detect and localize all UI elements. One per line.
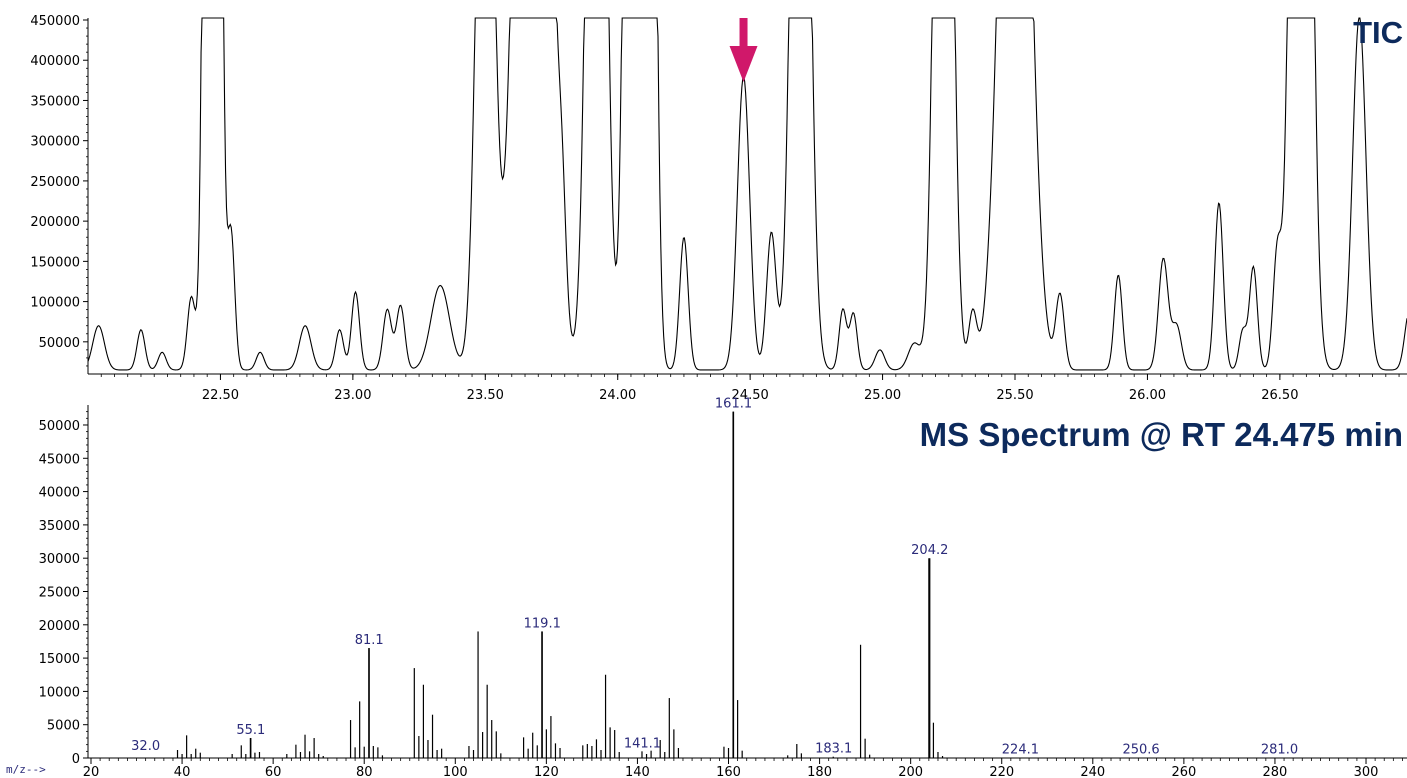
tic-x-tick-label: 25.50 [996, 388, 1033, 403]
ms-y-ticks: 5000045000400003500030000250002000015000… [39, 411, 88, 767]
ms-peak-labels: 32.0 55.1 81.1 119.1 141.1 161.1 183.1 204.2 224… [131, 397, 1298, 758]
ms-x-tick-label: 80 [356, 765, 373, 778]
ms-x-tick-label: 220 [989, 765, 1014, 778]
ms-peak-label: 250.6 [1122, 742, 1159, 757]
tic-y-ticks: 450000 400000 350000 300000 250000 200000 1500… [30, 14, 88, 367]
ms-peak-label: 141.1 [624, 736, 661, 751]
tic-trace-line [87, 17, 1407, 371]
ms-spectrum-bars [176, 411, 944, 758]
ms-y-tick-label: 30000 [39, 552, 80, 567]
ms-peak-label: 81.1 [355, 633, 384, 648]
ms-x-tick-label: 180 [807, 765, 832, 778]
ms-y-tick-label: 5000 [47, 719, 80, 734]
tic-y-tick-label: 100000 [30, 296, 80, 311]
ms-y-tick-label: 25000 [39, 585, 80, 600]
ms-peak-label: 224.1 [1002, 742, 1039, 757]
ms-x-tick-label: 280 [1263, 765, 1288, 778]
ms-x-tick-label: 120 [534, 765, 559, 778]
ms-y-tick-label: 50000 [39, 419, 80, 434]
ms-peak-label: 161.1 [715, 397, 752, 412]
tic-y-tick-label: 400000 [30, 54, 80, 69]
ms-x-tick-label: 240 [1080, 765, 1105, 778]
ms-y-tick-label: 0 [72, 752, 80, 767]
tic-y-tick-label: 50000 [39, 336, 80, 351]
tic-y-tick-label: 150000 [30, 255, 80, 270]
arrow-shaft [739, 18, 748, 48]
tic-y-tick-label: 350000 [30, 94, 80, 109]
ms-y-tick-label: 15000 [39, 652, 80, 667]
ms-y-tick-label: 45000 [39, 452, 80, 467]
tic-x-ticks: 22.50 23.00 23.50 24.00 24.50 25.00 25.50 26.00… [100, 374, 1400, 403]
tic-x-tick-label: 22.50 [202, 388, 239, 403]
tic-title: TIC [1353, 15, 1403, 50]
mz-axis-label: m/z--> [6, 763, 46, 776]
tic-y-tick-label: 300000 [30, 135, 80, 150]
tic-x-tick-label: 26.50 [1261, 388, 1298, 403]
tic-x-tick-label: 23.00 [334, 388, 371, 403]
ms-y-tick-label: 10000 [39, 685, 80, 700]
ms-y-tick-label: 40000 [39, 486, 80, 501]
ms-y-tick-label: 20000 [39, 619, 80, 634]
arrow-head [729, 46, 758, 82]
ms-x-tick-label: 140 [625, 765, 650, 778]
ms-peak-label: 119.1 [524, 616, 561, 631]
tic-y-tick-label: 200000 [30, 215, 80, 230]
ms-x-tick-label: 20 [83, 765, 100, 778]
ms-spectrum-title: MS Spectrum @ RT 24.475 min [920, 416, 1403, 453]
ms-x-tick-label: 60 [265, 765, 282, 778]
ms-x-tick-label: 300 [1354, 765, 1379, 778]
ms-peak-label: 204.2 [911, 543, 948, 558]
tic-x-tick-label: 24.50 [732, 388, 769, 403]
ms-x-tick-label: 260 [1171, 765, 1196, 778]
ms-peak-label: 55.1 [236, 723, 265, 738]
ms-spectrum-panel: 5000045000400003500030000250002000015000… [6, 397, 1407, 778]
ms-y-tick-label: 35000 [39, 519, 80, 534]
ms-x-ticks: 20 40 60 80 100 120 140 160 180 200 220 240 260 280 30… [83, 758, 1403, 778]
ms-peak-label: 183.1 [815, 742, 852, 757]
tic-x-tick-label: 25.00 [864, 388, 901, 403]
ms-x-tick-label: 100 [443, 765, 468, 778]
tic-x-tick-label: 23.50 [467, 388, 504, 403]
ms-x-tick-label: 200 [898, 765, 923, 778]
ms-x-tick-label: 40 [174, 765, 191, 778]
ms-peak-label: 281.0 [1261, 742, 1298, 757]
tic-x-tick-label: 26.00 [1129, 388, 1166, 403]
tic-y-tick-label: 450000 [30, 14, 80, 29]
tic-chart-panel: 450000 400000 350000 300000 250000 200000 1500… [30, 14, 1407, 403]
tic-x-tick-label: 24.00 [599, 388, 636, 403]
ms-x-tick-label: 160 [716, 765, 741, 778]
tic-y-tick-label: 250000 [30, 175, 80, 190]
ms-peak-label: 32.0 [131, 739, 160, 754]
rt-arrow-marker [729, 18, 758, 82]
